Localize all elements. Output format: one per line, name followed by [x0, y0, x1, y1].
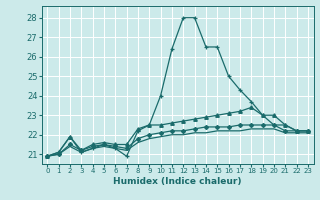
X-axis label: Humidex (Indice chaleur): Humidex (Indice chaleur) [113, 177, 242, 186]
